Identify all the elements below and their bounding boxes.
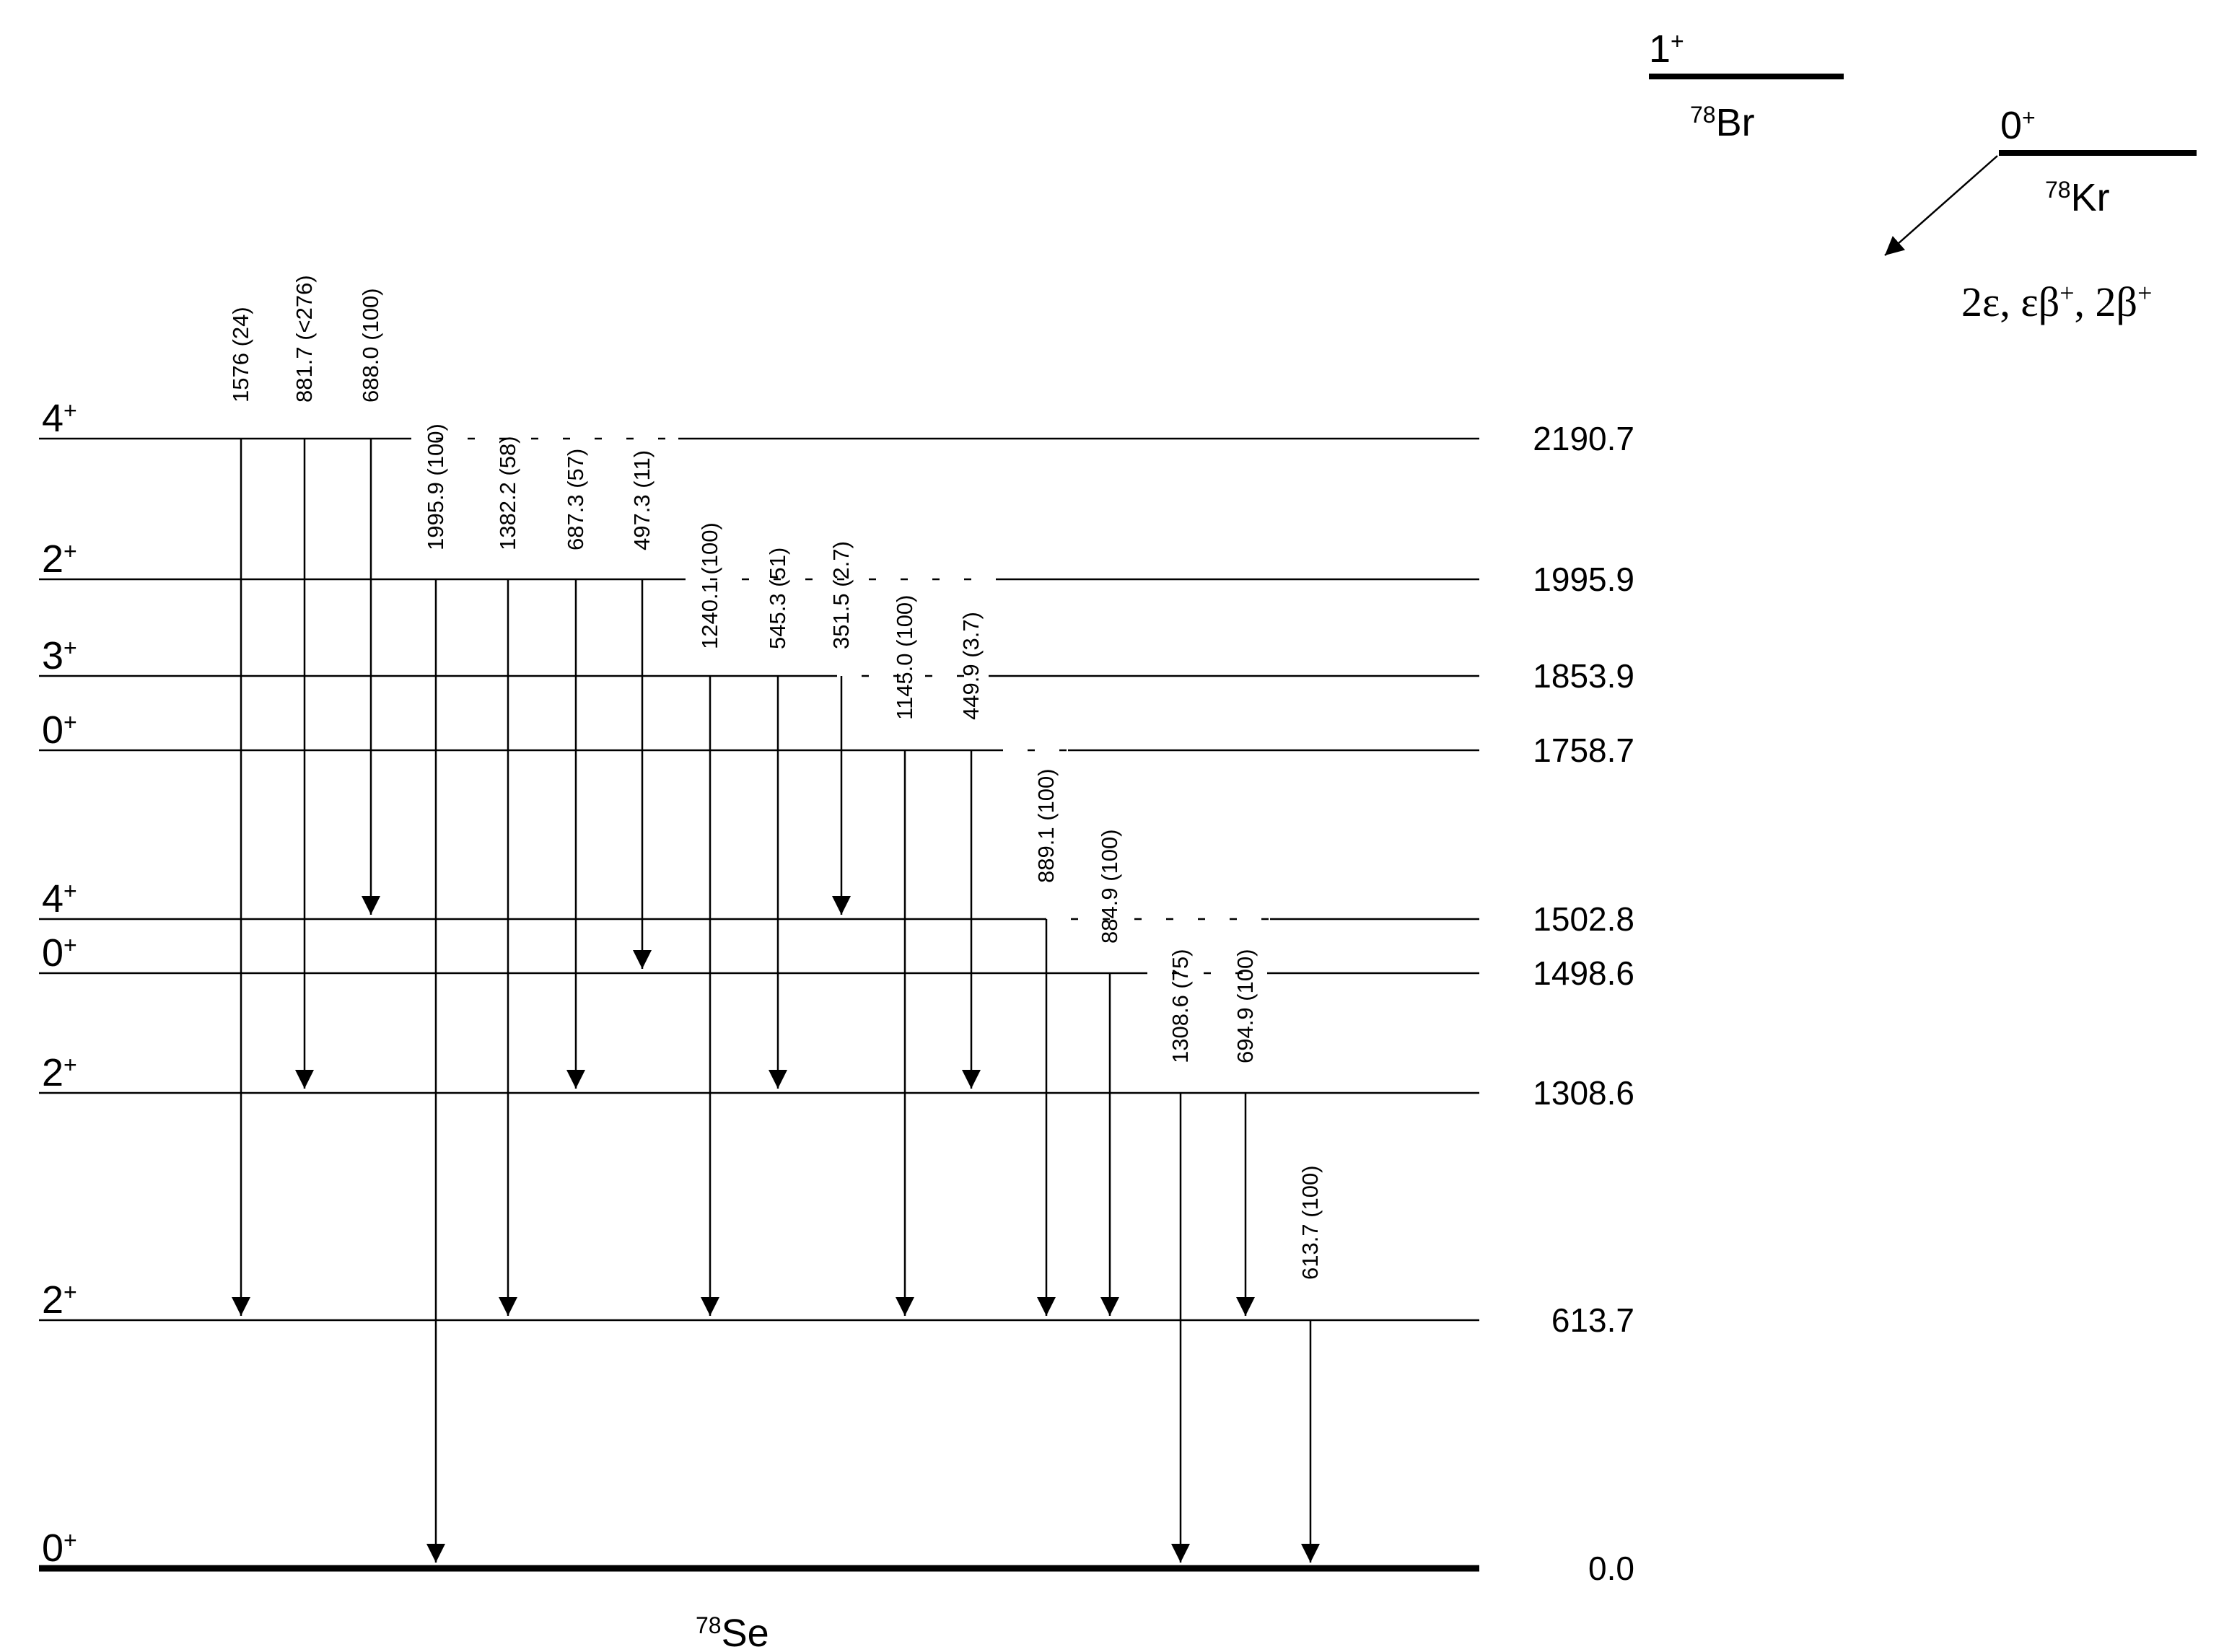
transition-label: 1576 (24) xyxy=(228,307,253,403)
transition-L1758-L613: 1145.0 (100) xyxy=(892,595,917,1316)
parent-kr-spin: 0+ xyxy=(2000,104,2036,147)
transition-label: 351.5 (2.7) xyxy=(828,541,854,649)
transition-L2190-L613: 1576 (24) xyxy=(228,307,253,1316)
parent-br: 1+ 78Br xyxy=(1649,27,1844,144)
level-spin-label: 2+ xyxy=(42,537,77,581)
gamma-transitions: 1576 (24) 881.7 (<276) 688.0 (100) 1995.9 (… xyxy=(228,275,1323,1563)
level-energy-label: 1502.8 xyxy=(1533,900,1634,938)
transition-label: 1240.1 (100) xyxy=(697,522,722,649)
level-energy-label: 1853.9 xyxy=(1533,657,1634,695)
transition-label: 613.7 (100) xyxy=(1297,1165,1323,1280)
transition-label: 449.9 (3.7) xyxy=(958,612,984,720)
parent-kr: 0+ 78Kr xyxy=(1884,104,2197,256)
level-spin-label: 2+ xyxy=(42,1278,77,1322)
transition-label: 881.7 (<276) xyxy=(292,275,317,403)
transition-L1498-L613: 884.9 (100) xyxy=(1097,829,1122,1316)
parent-br-nucleus-label: 78Br xyxy=(1690,101,1755,144)
transition-label: 1145.0 (100) xyxy=(892,595,917,721)
level-energy-label: 1995.9 xyxy=(1533,561,1634,598)
level-energy-label: 1498.6 xyxy=(1533,954,1634,992)
level-1853.9: 3+ 1853.9 xyxy=(39,634,1634,695)
transition-label: 1382.2 (58) xyxy=(495,436,520,550)
transition-L1502-L613: 889.1 (100) xyxy=(1033,768,1059,1316)
transition-label: 497.3 (11) xyxy=(629,450,654,550)
transition-L1853-L1308: 545.3 (51) xyxy=(765,548,790,1089)
level-spin-label: 0+ xyxy=(42,1526,77,1570)
transition-L613-L0: 613.7 (100) xyxy=(1297,1165,1323,1563)
level-1758.7: 0+ 1758.7 xyxy=(39,708,1634,769)
transition-L2190-L1308: 881.7 (<276) xyxy=(292,275,317,1089)
transition-L1995-L613: 1382.2 (58) xyxy=(495,436,520,1316)
transition-L1995-L0: 1995.9 (100) xyxy=(423,423,448,1563)
level-lines: 0+ 0.0 2+ 613.7 2+ 1308.6 0+ 1498.6 4+ 1502.8 0+ 17… xyxy=(39,397,1634,1587)
transition-L1758-L1308: 449.9 (3.7) xyxy=(958,612,984,1089)
level-spin-label: 3+ xyxy=(42,634,77,677)
transition-label: 694.9 (100) xyxy=(1233,949,1258,1063)
transition-label: 889.1 (100) xyxy=(1033,768,1059,883)
level-1498.6: 0+ 1498.6 xyxy=(39,931,1634,992)
transition-label: 1995.9 (100) xyxy=(423,423,448,550)
level-energy-label: 0.0 xyxy=(1588,1550,1634,1587)
level-spin-label: 4+ xyxy=(42,397,77,440)
transition-label: 545.3 (51) xyxy=(765,548,790,649)
transition-L1308-L613: 694.9 (100) xyxy=(1233,949,1258,1316)
level-spin-label: 2+ xyxy=(42,1051,77,1094)
decay-modes-label: 2ε, εβ+, 2β+ xyxy=(1961,278,2152,325)
parent-br-spin: 1+ xyxy=(1649,27,1684,71)
parent-kr-nucleus-label: 78Kr xyxy=(2045,176,2110,219)
level-613.7: 2+ 613.7 xyxy=(39,1278,1634,1339)
transition-L1995-L1498: 497.3 (11) xyxy=(629,450,654,969)
daughter-nucleus-label: 78Se xyxy=(696,1612,769,1652)
level-0.0: 0+ 0.0 xyxy=(39,1526,1634,1587)
transition-L2190-L1502: 688.0 (100) xyxy=(358,288,383,915)
level-spin-label: 0+ xyxy=(42,931,77,975)
decay-arrow-icon xyxy=(1884,155,1998,256)
level-spin-label: 4+ xyxy=(42,877,77,921)
level-1502.8: 4+ 1502.8 xyxy=(39,877,1634,938)
transition-label: 688.0 (100) xyxy=(358,288,383,403)
level-2190.7: 4+ 2190.7 xyxy=(39,397,1634,457)
transition-L1308-L0: 1308.6 (75) xyxy=(1168,949,1193,1563)
level-1995.9: 2+ 1995.9 xyxy=(39,537,1634,598)
level-energy-label: 2190.7 xyxy=(1533,420,1634,457)
level-energy-label: 1758.7 xyxy=(1533,731,1634,769)
level-energy-label: 613.7 xyxy=(1551,1301,1634,1339)
level-energy-label: 1308.6 xyxy=(1533,1074,1634,1112)
transition-label: 687.3 (57) xyxy=(563,449,588,550)
transition-L1853-L613: 1240.1 (100) xyxy=(697,522,722,1316)
transition-L1853-L1502: 351.5 (2.7) xyxy=(828,541,854,915)
transition-label: 1308.6 (75) xyxy=(1168,949,1193,1063)
level-spin-label: 0+ xyxy=(42,708,77,752)
transition-label: 884.9 (100) xyxy=(1097,829,1122,944)
level-1308.6: 2+ 1308.6 xyxy=(39,1051,1634,1112)
transition-L1995-L1308: 687.3 (57) xyxy=(563,449,588,1089)
